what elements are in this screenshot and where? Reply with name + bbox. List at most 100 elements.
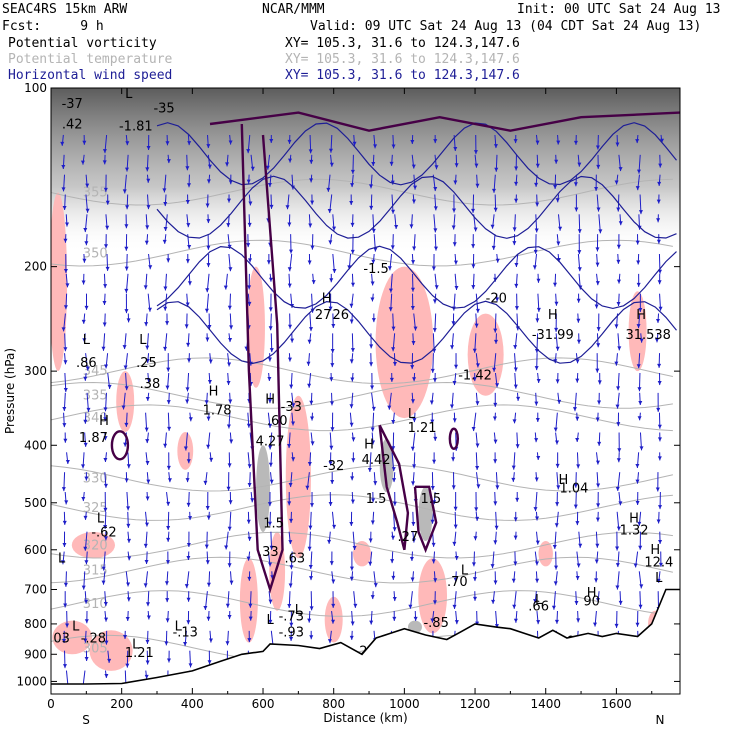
field-label-39: 26 (332, 308, 349, 323)
wind-vector-head (532, 265, 537, 270)
field-label-25: 1.21 (408, 421, 437, 436)
wind-vector-head (471, 264, 476, 269)
wind-vector-head (80, 464, 85, 469)
wind-vector-head (309, 400, 314, 405)
y-axis-label: Pressure (hPa) (3, 348, 17, 434)
wind-vector-head (289, 636, 294, 641)
theta-contour-315 (51, 556, 674, 584)
wind-vector-head (553, 581, 558, 586)
wind-vector-head (123, 365, 128, 370)
wind-vector-head (534, 182, 539, 187)
wind-vector-head (144, 560, 149, 565)
neg-pv-region-12 (418, 558, 448, 634)
wind-vector-head (63, 360, 68, 365)
wind-vector-head (535, 163, 540, 168)
wind-vector-head (616, 244, 621, 249)
wind-vector-head (104, 673, 109, 678)
wind-vector-head (594, 304, 599, 309)
pv-contour-small-1 (448, 427, 460, 450)
wind-vector-head (367, 467, 372, 472)
org-label: NCAR/MMM (262, 2, 325, 17)
wind-vector-head (125, 616, 130, 621)
wind-vector-head (332, 226, 337, 231)
wind-vector-head (184, 584, 189, 589)
field-label-27: 1.5 (421, 492, 442, 507)
field-label-49: -.93 (279, 625, 304, 640)
wind-vector-head (616, 279, 621, 284)
wind-vector-head (451, 457, 456, 462)
wind-vector-head (83, 442, 88, 447)
wind-vector-head (471, 285, 476, 290)
field-label-21: 4.27 (256, 434, 285, 449)
field-label-47: -.73 (279, 610, 304, 625)
wind-vector-head (655, 487, 660, 492)
wind-vector-head (165, 560, 170, 565)
wind-vector-head (103, 284, 108, 289)
wind-vector-head (350, 249, 355, 254)
wind-vector-head (391, 575, 396, 580)
wind-vector-head (432, 378, 437, 383)
wind-vector-head (267, 399, 272, 404)
theta-contour-340 (51, 404, 673, 432)
wind-vector-head (228, 399, 233, 404)
wind-vector-head (61, 327, 66, 332)
wind-vector-head (102, 160, 107, 165)
wind-vector-head (552, 282, 557, 287)
field-label-52: 1.5 (263, 516, 284, 531)
neg-pv-region-3 (89, 630, 133, 671)
wind-vector-head (412, 464, 417, 469)
wind-vector-head (493, 459, 498, 464)
wind-vector-head (144, 427, 149, 432)
wind-vector-head (307, 462, 312, 467)
wind-vector-head (635, 464, 640, 469)
wind-vector-head (656, 578, 661, 583)
wind-vector-head (615, 585, 620, 590)
field-label-0: L (83, 333, 91, 348)
wind-vector-head (551, 605, 556, 610)
wind-vector-head (289, 565, 294, 570)
wind-vector-head (328, 240, 333, 245)
wind-vector-head (204, 308, 209, 313)
wind-vector-head (552, 544, 557, 549)
wind-vector-head (493, 580, 498, 585)
wind-vector-head (635, 479, 640, 484)
wind-vector-head (103, 187, 108, 192)
wind-vector-head (410, 481, 415, 486)
x-tick-label-400: 400 (181, 697, 204, 711)
wind-vector-head (511, 465, 516, 470)
wind-vector-head (596, 503, 601, 508)
wind-vector-head (511, 477, 516, 482)
wind-vector-head (223, 285, 228, 290)
wind-vector-head (145, 639, 150, 644)
field-label-14: -.28 (81, 632, 106, 647)
wind-vector-head (227, 615, 232, 620)
wind-vector-head (371, 440, 376, 445)
wind-vector-head (227, 463, 232, 468)
wind-vector-head (536, 620, 541, 625)
wind-vector-head (165, 141, 170, 146)
field-label-9: L (97, 512, 105, 527)
wind-vector-head (84, 657, 89, 662)
wind-vector-head (83, 376, 88, 381)
wind-vector-head (636, 324, 641, 329)
wind-vector-head (63, 603, 68, 608)
wind-vector-head (533, 249, 538, 254)
wind-vector-head (493, 540, 498, 545)
wind-vector-head (124, 309, 129, 314)
wind-vector-head (167, 426, 172, 431)
wind-vector-head (493, 328, 498, 333)
wind-vector-head (288, 540, 293, 545)
wind-vector-head (309, 635, 314, 640)
field-label-18: -.13 (173, 625, 198, 640)
wind-vector-head (491, 599, 496, 604)
wind-vector-head (287, 267, 292, 272)
wind-vector-head (454, 620, 459, 625)
wind-vector-head (186, 502, 191, 507)
field-pv-name: Potential vorticity (8, 36, 157, 51)
wind-vector-head (553, 184, 558, 189)
wind-vector-head (82, 338, 87, 343)
wind-vector-head (349, 319, 354, 324)
wind-vector-head (105, 200, 110, 205)
y-tick-label-700: 700 (24, 583, 47, 597)
